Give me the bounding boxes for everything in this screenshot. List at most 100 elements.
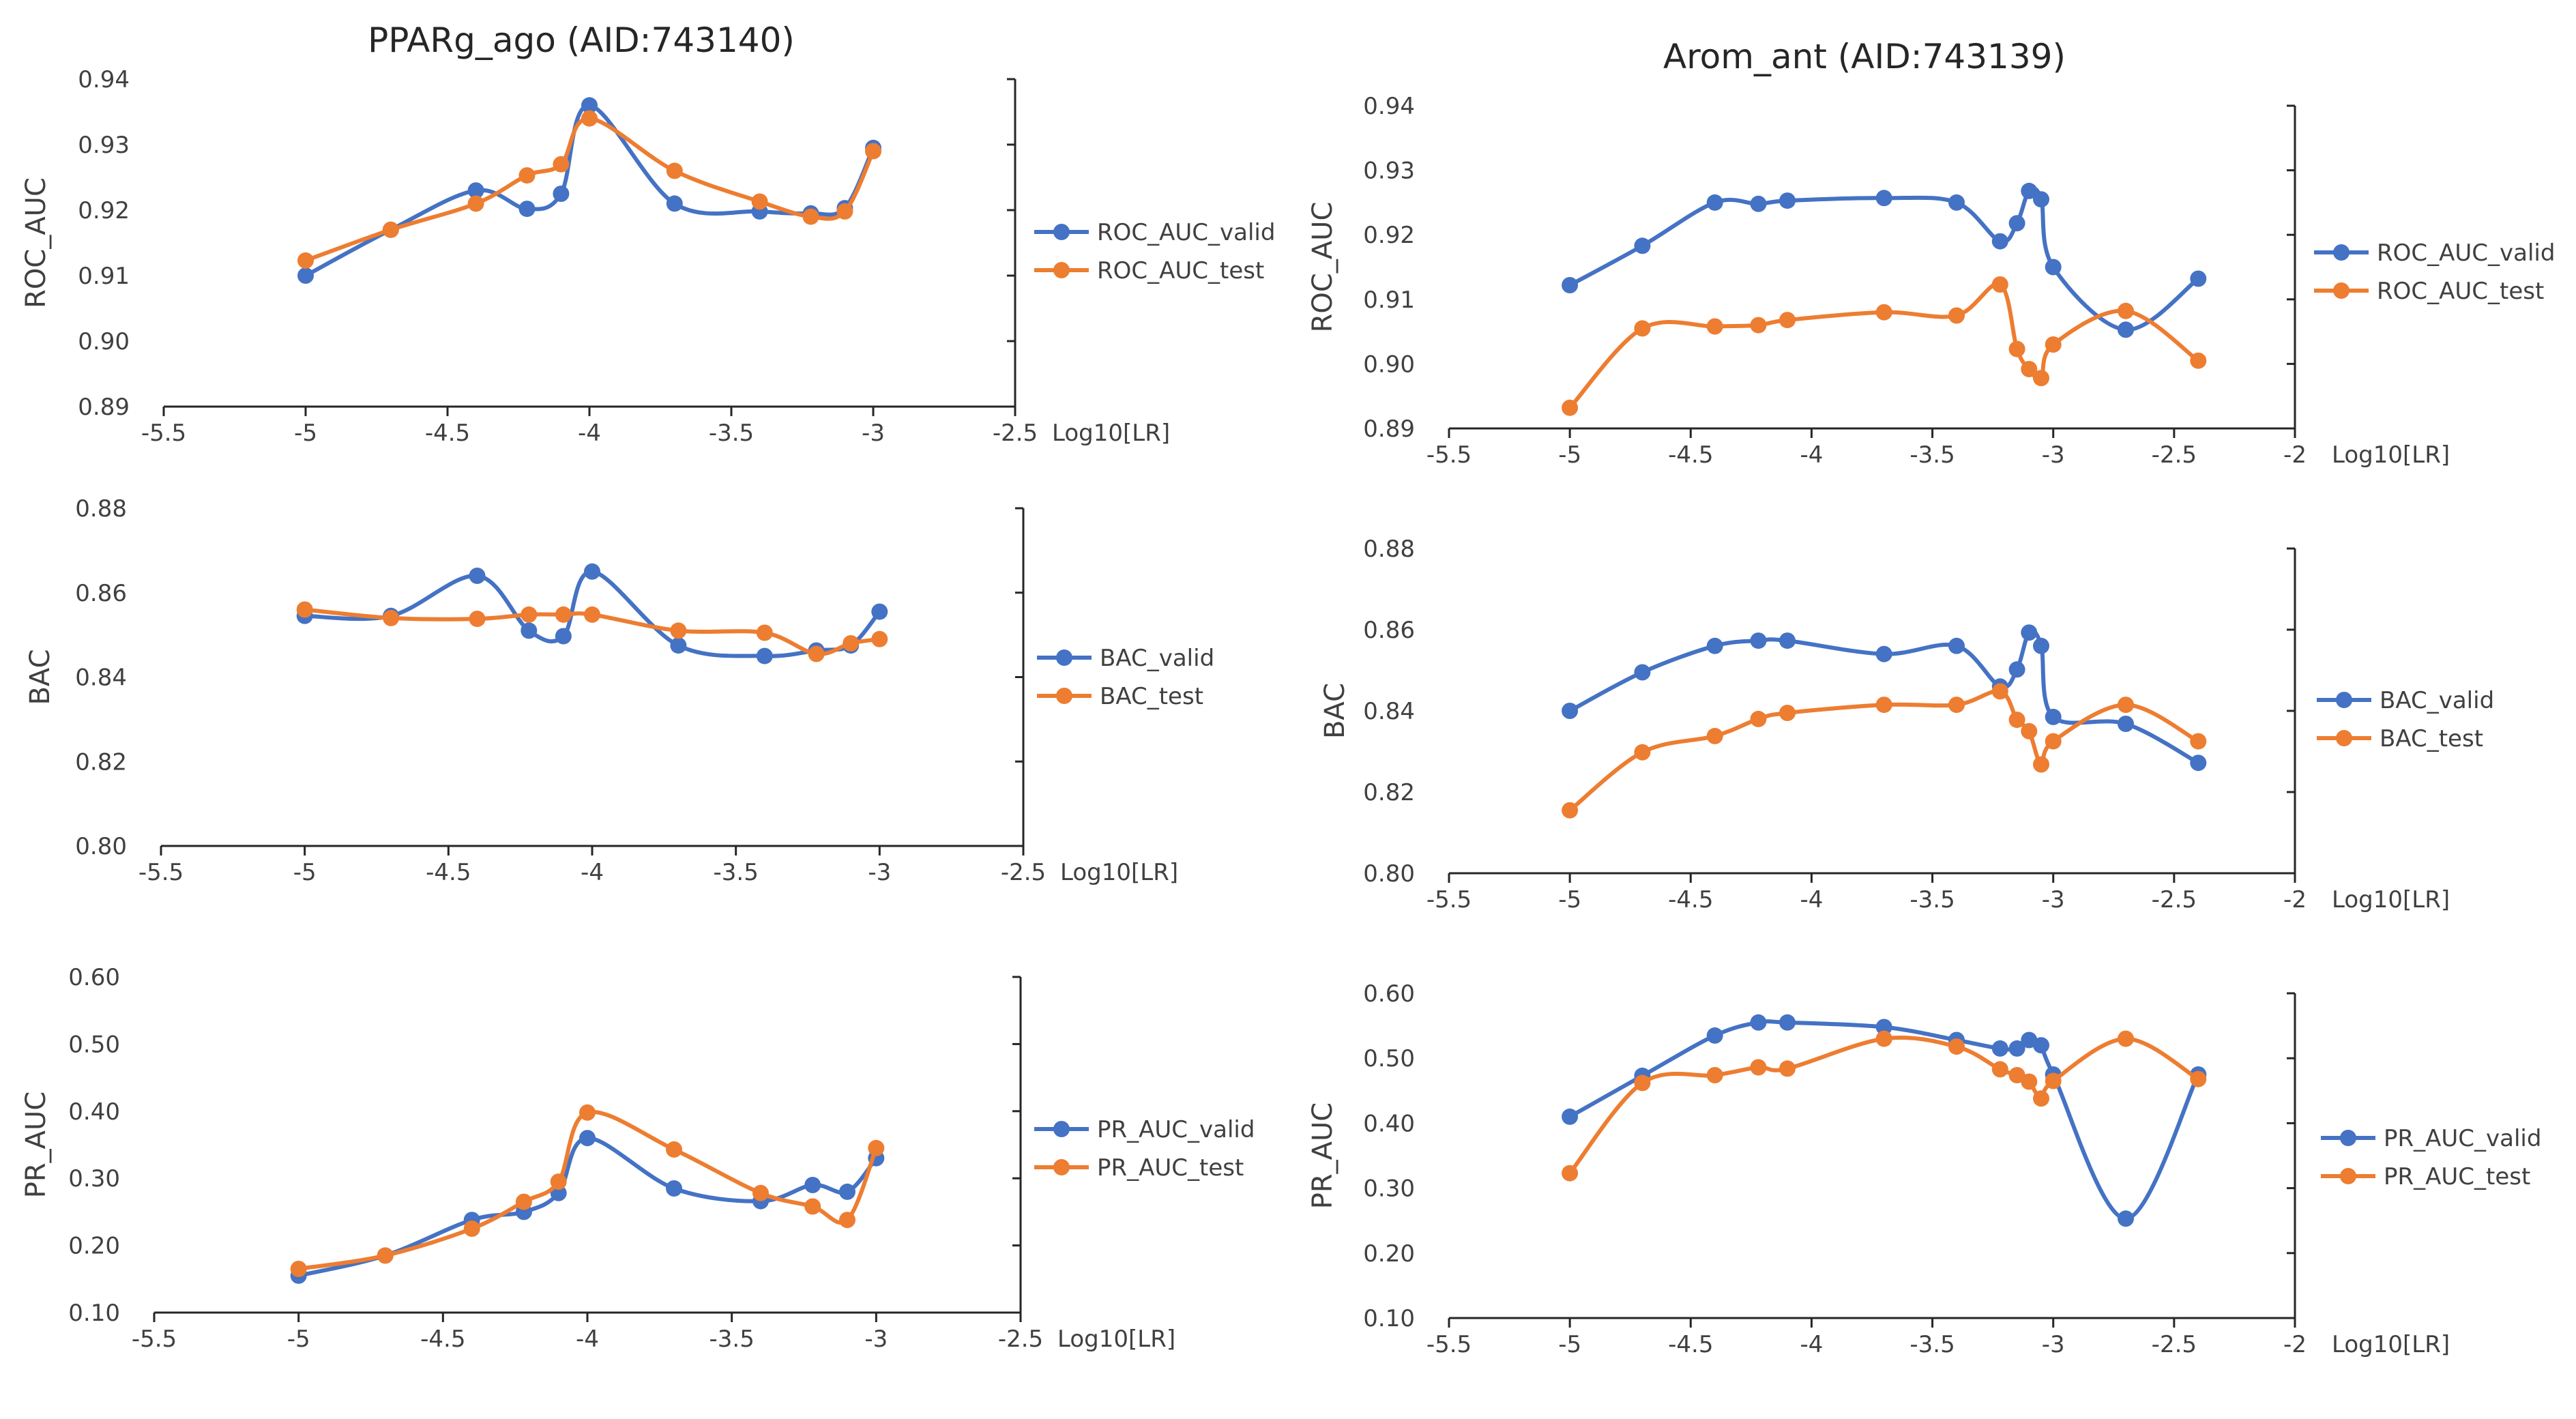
data-point [1706,637,1723,654]
x-tick-label: -4.5 [420,1326,465,1353]
data-point [871,603,888,620]
series-PR_AUC_test [1562,1030,2207,1182]
data-point [1706,318,1723,335]
data-point [808,645,825,662]
data-point [2118,321,2134,338]
data-point [1562,399,1579,416]
data-point [1562,1165,1579,1182]
chart-1: -5.5 -5 -4.5 -4 -3.5 -3 -2.5 0.89 0.90 0.91 0.92 0.… [20,66,1275,447]
data-point [2118,697,2134,714]
data-point [1991,233,2008,250]
data-point [865,143,881,160]
data-point [2008,712,2025,729]
data-point [383,609,400,626]
legend-marker [1056,649,1072,666]
legend-label: PR_AUC_test [1097,1154,1244,1182]
series-BAC_test [1562,683,2207,819]
data-point [1948,194,1965,211]
x-tick-label: -3.5 [1909,1331,1955,1358]
y-axis-label: BAC [25,649,56,705]
data-point [584,563,600,580]
data-point [1634,237,1651,254]
x-tick-label: -2 [2283,886,2307,913]
legend-marker [2336,692,2352,708]
legend-label: PR_AUC_valid [2384,1125,2541,1152]
data-point [584,606,600,623]
data-point [2045,708,2062,725]
data-point [2045,733,2062,750]
y-tick-label: 0.94 [78,66,130,93]
data-point [2021,361,2038,377]
x-tick-label: -2.5 [1001,859,1046,886]
data-point [2118,302,2134,319]
data-point [1875,697,1892,714]
y-tick-label: 0.20 [68,1233,120,1260]
x-axis-label: Log10[LR] [2332,886,2450,913]
data-point [1634,664,1651,681]
data-point [555,628,572,645]
data-point [518,201,536,218]
legend-label: BAC_valid [1100,645,1214,672]
y-axis-label: ROC_AUC [20,177,52,308]
x-tick-label: -5.5 [141,420,186,447]
data-point [555,606,572,623]
data-point [804,1177,821,1193]
y-tick-label: 0.89 [78,394,130,421]
x-axis-label: Log10[LR] [2332,1331,2450,1358]
data-point [871,630,888,647]
y-tick-label: 0.86 [75,580,127,607]
data-point [297,252,314,269]
data-point [804,1198,821,1215]
data-point [2190,270,2207,287]
data-point [553,186,570,202]
data-point [1706,1067,1723,1083]
x-axis-label: Log10[LR] [1052,420,1170,447]
x-tick-label: -3.5 [709,1326,754,1353]
data-point [1875,304,1892,321]
legend-entry-PR_AUC_valid: PR_AUC_valid [1034,1116,1255,1143]
x-tick-label: -3 [2042,886,2065,913]
data-point [521,606,538,623]
data-point [2021,722,2038,740]
data-point [518,167,536,184]
data-point [1948,1038,1965,1055]
data-point [1948,637,1965,654]
legend-marker [2340,1130,2356,1146]
y-tick-label: 0.60 [68,964,120,991]
x-tick-label: -5.5 [138,859,184,886]
data-point [1779,632,1796,649]
data-point [296,601,313,618]
data-point [670,622,687,639]
data-point [1991,683,2008,700]
x-tick-label: -5 [1558,886,1581,913]
x-tick-label: -3.5 [1909,441,1955,469]
data-point [839,1183,855,1200]
data-point [836,203,853,220]
legend-label: PR_AUC_valid [1097,1116,1255,1143]
x-tick-label: -2.5 [2152,886,2197,913]
series-line-PR_AUC_test [1568,1036,2201,1175]
data-point [752,1184,769,1201]
data-point [1562,1108,1579,1125]
data-point [581,110,598,127]
y-axis-label: BAC [1319,683,1351,739]
y-tick-label: 0.10 [1363,1305,1415,1332]
legend-label: BAC_test [2380,725,2483,752]
x-tick-label: -3.5 [709,420,754,447]
y-axis-label: PR_AUC [1307,1102,1338,1209]
data-point [802,208,819,225]
x-tick-label: -4.5 [426,859,471,886]
right-figure-title: Arom_ant (AID:743139) [1663,37,2066,76]
series-line-PR_AUC_valid [1568,1019,2201,1221]
y-tick-label: 0.88 [1363,536,1415,563]
data-point [2033,1037,2049,1054]
x-tick-label: -4.5 [425,420,470,447]
data-point [1562,703,1579,719]
data-point [756,647,773,664]
data-point [2021,624,2038,641]
data-point [2190,1070,2207,1087]
data-point [1634,320,1651,337]
x-tick-label: -5.5 [132,1326,177,1353]
legend-entry-ROC_AUC_test: ROC_AUC_test [1034,257,1264,284]
data-point [297,267,314,284]
